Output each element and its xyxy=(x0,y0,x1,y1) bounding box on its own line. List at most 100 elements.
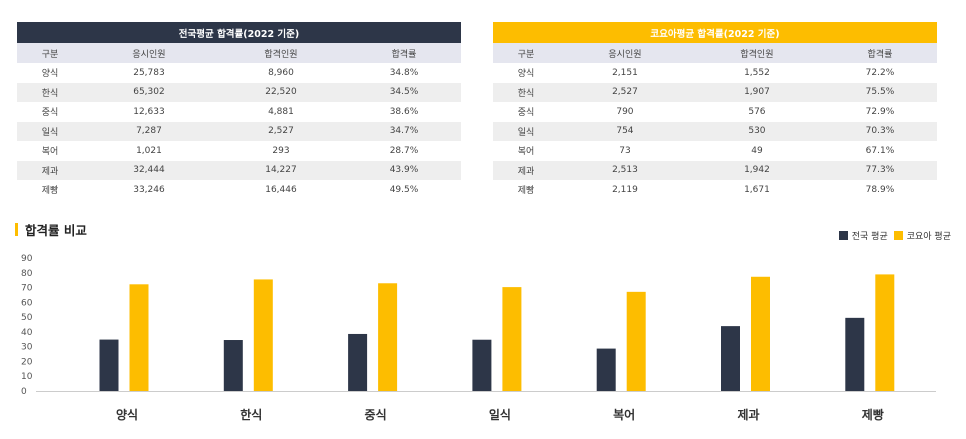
cell-pass-rate: 34.5% xyxy=(346,82,461,102)
y-tick-label: 40 xyxy=(21,328,33,338)
cell-pass-rate: 38.6% xyxy=(346,102,461,122)
cell-applicants: 12,633 xyxy=(82,102,215,122)
table-row: 한식 2,527 1,907 75.5% xyxy=(493,82,937,102)
bar-national-3 xyxy=(472,339,492,391)
col-header-applicants: 응시인원 xyxy=(558,43,691,63)
y-tick-label: 90 xyxy=(21,254,33,264)
cell-applicants: 2,527 xyxy=(558,82,691,102)
legend-label-koyoa: 코요아 평균 xyxy=(906,232,951,242)
cell-category: 복어 xyxy=(17,141,83,161)
cell-passed: 293 xyxy=(214,141,347,161)
col-header-applicants: 응시인원 xyxy=(82,43,215,63)
cell-pass-rate: 34.7% xyxy=(346,121,461,141)
table-row: 중식 12,633 4,881 38.6% xyxy=(17,102,461,122)
table-row: 복어 73 49 67.1% xyxy=(493,141,937,161)
table-row: 제과 32,444 14,227 43.9% xyxy=(17,160,461,180)
table-row: 일식 7,287 2,527 34.7% xyxy=(17,121,461,141)
cell-passed: 22,520 xyxy=(214,82,347,102)
cell-pass-rate: 75.5% xyxy=(822,82,937,102)
cell-category: 제빵 xyxy=(493,180,559,200)
chart-title-text: 합격률 비교 xyxy=(25,223,87,238)
bar-national-5 xyxy=(721,326,740,391)
cell-passed: 8,960 xyxy=(214,63,347,83)
cell-passed: 1,552 xyxy=(690,63,823,83)
koyoa-pass-rate-table: 코요아평균 합격률(2022 기준) 구분 응시인원 합격인원 합격률 양식 2,… xyxy=(493,22,937,200)
pass-rate-bar-chart: 0 10 20 30 40 50 60 70 80 90 양식 한식 중식 일식 복어 제과 제빵 xyxy=(21,254,936,422)
bar-national-6 xyxy=(845,317,865,391)
col-header-category: 구분 xyxy=(493,43,559,63)
col-header-category: 구분 xyxy=(17,43,83,63)
cell-applicants: 2,119 xyxy=(558,180,691,200)
cell-applicants: 754 xyxy=(558,121,691,141)
cell-applicants: 2,151 xyxy=(558,63,691,83)
y-tick-label: 80 xyxy=(21,269,33,279)
col-header-passed: 합격인원 xyxy=(690,43,823,63)
cell-pass-rate: 70.3% xyxy=(822,121,937,141)
cell-applicants: 73 xyxy=(558,141,691,161)
cell-passed: 14,227 xyxy=(214,160,347,180)
cell-category: 중식 xyxy=(493,102,559,122)
bar-koyoa-5 xyxy=(751,276,770,391)
table-row: 양식 2,151 1,552 72.2% xyxy=(493,63,937,83)
bar-koyoa-4 xyxy=(626,291,646,391)
y-tick-label: 10 xyxy=(21,372,33,382)
y-tick-label: 60 xyxy=(21,298,33,308)
legend-item-koyoa: 코요아 평균 xyxy=(893,229,951,242)
x-tick-label: 일식 xyxy=(489,407,511,422)
bar-national-2 xyxy=(348,333,368,391)
cell-applicants: 2,513 xyxy=(558,160,691,180)
bar-koyoa-0 xyxy=(129,284,149,391)
legend-swatch-national xyxy=(838,231,848,240)
y-tick-label: 30 xyxy=(21,343,33,353)
x-tick-label: 중식 xyxy=(365,407,387,422)
cell-applicants: 33,246 xyxy=(82,180,215,200)
cell-category: 제과 xyxy=(17,160,83,180)
table-row: 일식 754 530 70.3% xyxy=(493,121,937,141)
bar-national-1 xyxy=(223,340,243,391)
col-header-passed: 합격인원 xyxy=(214,43,347,63)
cell-passed: 1,671 xyxy=(690,180,823,200)
cell-applicants: 25,783 xyxy=(82,63,215,83)
cell-pass-rate: 78.9% xyxy=(822,180,937,200)
table-row: 제과 2,513 1,942 77.3% xyxy=(493,160,937,180)
national-table-title: 전국평균 합격률(2022 기준) xyxy=(17,22,461,43)
cell-passed: 4,881 xyxy=(214,102,347,122)
cell-passed: 2,527 xyxy=(214,121,347,141)
bar-national-0 xyxy=(99,339,119,391)
cell-pass-rate: 43.9% xyxy=(346,160,461,180)
cell-pass-rate: 77.3% xyxy=(822,160,937,180)
cell-category: 일식 xyxy=(493,121,559,141)
cell-applicants: 1,021 xyxy=(82,141,215,161)
cell-pass-rate: 72.9% xyxy=(822,102,937,122)
table-row: 제빵 33,246 16,446 49.5% xyxy=(17,180,461,200)
col-header-pass-rate: 합격률 xyxy=(346,43,461,63)
table-row: 양식 25,783 8,960 34.8% xyxy=(17,63,461,83)
x-tick-label: 한식 xyxy=(240,407,262,422)
koyoa-table-title: 코요아평균 합격률(2022 기준) xyxy=(493,22,937,43)
legend-label-national: 전국 평균 xyxy=(851,232,888,242)
cell-category: 제과 xyxy=(493,160,559,180)
table-row: 중식 790 576 72.9% xyxy=(493,102,937,122)
cell-pass-rate: 67.1% xyxy=(822,141,937,161)
title-accent-bar xyxy=(15,223,18,236)
cell-category: 한식 xyxy=(17,82,83,102)
legend-swatch-koyoa xyxy=(893,231,903,240)
cell-applicants: 7,287 xyxy=(82,121,215,141)
cell-category: 양식 xyxy=(493,63,559,83)
bar-koyoa-3 xyxy=(502,287,522,391)
x-tick-label: 복어 xyxy=(613,407,635,422)
cell-passed: 530 xyxy=(690,121,823,141)
national-pass-rate-table: 전국평균 합격률(2022 기준) 구분 응시인원 합격인원 합격률 양식 25,… xyxy=(17,22,461,200)
chart-title: 합격률 비교 xyxy=(15,220,87,239)
cell-pass-rate: 34.8% xyxy=(346,63,461,83)
cell-applicants: 790 xyxy=(558,102,691,122)
y-tick-label: 70 xyxy=(21,284,33,294)
table-row: 제빵 2,119 1,671 78.9% xyxy=(493,180,937,200)
bar-koyoa-2 xyxy=(378,283,398,391)
cell-category: 복어 xyxy=(493,141,559,161)
x-tick-label: 제과 xyxy=(737,407,759,422)
bar-koyoa-1 xyxy=(253,279,273,391)
cell-passed: 1,907 xyxy=(690,82,823,102)
y-tick-label: 50 xyxy=(21,313,33,323)
chart-legend: 전국 평균 코요아 평균 xyxy=(833,229,951,242)
